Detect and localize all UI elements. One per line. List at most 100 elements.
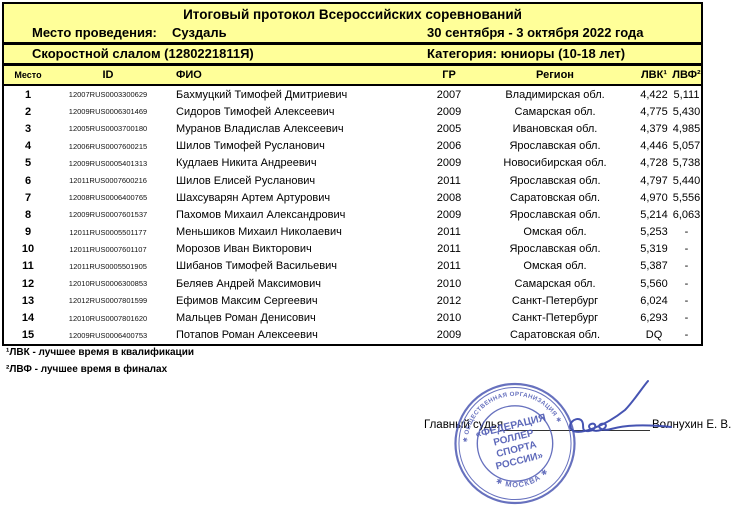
cell-birthyear: 2009 <box>436 105 462 118</box>
cell-id: 12009RUS0005401313 <box>68 158 148 168</box>
cell-region: Санкт-Петербург <box>511 312 599 325</box>
table-header-row: Место ID ФИО ГР Регион ЛВК¹ ЛВФ² <box>4 66 701 86</box>
cell-id: 12010RUS0007801620 <box>68 313 148 323</box>
cell-birthyear: 2011 <box>437 226 461 239</box>
cell-name: Сидоров Тимофей Алексеевич <box>176 105 335 118</box>
cell-name: Шахсуварян Артем Артурович <box>176 191 331 204</box>
results-tbody: 1 12007RUS0003300629 Бахмуцкий Тимофей Д… <box>4 85 701 344</box>
cell-region: Омская обл. <box>523 260 587 273</box>
cell-birthyear: 2012 <box>436 294 462 307</box>
cell-lvf: 4,985 <box>672 122 701 135</box>
cell-lvk: 4,970 <box>640 191 668 204</box>
cell-name: Муранов Владислав Алексеевич <box>176 122 344 135</box>
table-row: 11 12011RUS0005501905 Шибанов Тимофей Ва… <box>4 258 701 275</box>
table-row: 1 12007RUS0003300629 Бахмуцкий Тимофей Д… <box>4 85 701 103</box>
table-row: 7 12008RUS0006400765 Шахсуварян Артем Ар… <box>4 189 701 206</box>
cell-region: Ивановская обл. <box>512 122 598 135</box>
protocol-document: Итоговый протокол Всероссийских соревнов… <box>2 2 703 346</box>
cell-id: 12011RUS0007600216 <box>69 176 147 186</box>
cell-name: Мальцев Роман Денисович <box>176 312 316 325</box>
cell-lvf: - <box>684 329 689 342</box>
cell-name: Шибанов Тимофей Васильевич <box>176 260 337 273</box>
cell-lvk: 4,775 <box>640 105 668 118</box>
table-row: 5 12009RUS0005401313 Кудлаев Никита Андр… <box>4 155 701 172</box>
cell-id: 12011RUS0005501177 <box>69 227 147 237</box>
cell-name: Ефимов Максим Сергеевич <box>176 294 318 307</box>
category-label: Категория: юниоры (10-18 лет) <box>427 46 626 61</box>
cell-place: 1 <box>24 88 32 101</box>
discipline-name: Скоростной слалом (1280221811Я) <box>32 46 254 61</box>
cell-region: Самарская обл. <box>514 277 596 290</box>
footnote-lvk: ¹ЛВК - лучшее время в квалификации <box>6 347 194 358</box>
cell-region: Омская обл. <box>523 226 587 239</box>
cell-lvk: 6,293 <box>640 312 668 325</box>
cell-name: Шилов Елисей Русланович <box>176 174 316 187</box>
cell-lvf: - <box>684 294 689 307</box>
cell-place: 13 <box>21 294 35 307</box>
cell-lvk: 4,797 <box>640 174 668 187</box>
table-row: 3 12005RUS0003700180 Муранов Владислав А… <box>4 120 701 137</box>
cell-birthyear: 2008 <box>436 191 462 204</box>
cell-id: 12010RUS0006300853 <box>68 279 148 289</box>
cell-birthyear: 2010 <box>436 312 462 325</box>
cell-region: Ярославская обл. <box>509 208 601 221</box>
results-table: Место ID ФИО ГР Регион ЛВК¹ ЛВФ² 1 12007… <box>4 66 701 344</box>
cell-name: Шилов Тимофей Русланович <box>176 140 325 153</box>
cell-id: 12006RUS0007600215 <box>68 141 148 151</box>
table-row: 14 12010RUS0007801620 Мальцев Роман Дени… <box>4 309 701 326</box>
cell-place: 7 <box>24 191 32 204</box>
cell-birthyear: 2011 <box>437 243 461 256</box>
cell-id: 12005RUS0003700180 <box>68 124 148 134</box>
table-row: 15 12009RUS0006400753 Потапов Роман Алек… <box>4 327 701 344</box>
table-row: 4 12006RUS0007600215 Шилов Тимофей Русла… <box>4 138 701 155</box>
cell-id: 12011RUS0005501905 <box>69 261 147 271</box>
federation-stamp: ✱ ОБЩЕСТВЕННАЯ ОРГАНИЗАЦИЯ ✱ ✱ МОСКВА ✱ … <box>454 381 576 505</box>
table-row: 13 12012RUS0007801599 Ефимов Максим Серг… <box>4 292 701 309</box>
cell-place: 9 <box>24 226 32 239</box>
cell-id: 12009RUS0006301469 <box>68 107 148 117</box>
cell-id: 12012RUS0007801599 <box>68 296 148 306</box>
document-title: Итоговый протокол Всероссийских соревнов… <box>183 7 522 22</box>
cell-place: 5 <box>24 157 32 170</box>
table-row: 6 12011RUS0007600216 Шилов Елисей Руслан… <box>4 172 701 189</box>
cell-place: 14 <box>21 312 35 325</box>
col-header-lvf: ЛВФ² <box>672 66 701 86</box>
cell-lvf: - <box>684 260 689 273</box>
col-header-name: ФИО <box>164 66 424 86</box>
cell-lvf: 5,111 <box>673 88 700 101</box>
chief-judge-name: Волнухин Е. В. <box>652 419 732 431</box>
cell-name: Морозов Иван Викторович <box>176 243 312 256</box>
cell-region: Саратовская обл. <box>509 329 600 342</box>
cell-name: Беляев Андрей Максимович <box>176 277 322 290</box>
cell-place: 3 <box>24 122 32 135</box>
cell-lvf: 5,057 <box>672 140 701 153</box>
cell-lvk: 4,446 <box>640 140 668 153</box>
cell-region: Ярославская обл. <box>509 174 601 187</box>
cell-id: 12009RUS0006400753 <box>68 330 148 340</box>
cell-name: Пахомов Михаил Александрович <box>176 208 346 221</box>
cell-lvf: 5,556 <box>672 191 701 204</box>
cell-region: Ярославская обл. <box>509 243 601 256</box>
cell-place: 11 <box>22 260 34 273</box>
cell-birthyear: 2009 <box>436 208 462 221</box>
cell-id: 12009RUS0007601537 <box>68 210 148 220</box>
cell-place: 12 <box>21 277 35 290</box>
col-header-lvk: ЛВК¹ <box>636 66 672 86</box>
handwritten-signature <box>569 380 672 433</box>
cell-lvk: 6,024 <box>640 294 668 307</box>
cell-lvk: DQ <box>645 329 663 342</box>
cell-place: 8 <box>24 208 32 221</box>
cell-lvk: 4,728 <box>640 157 668 170</box>
cell-lvf: - <box>684 243 689 256</box>
cell-place: 6 <box>24 174 32 187</box>
table-row: 10 12011RUS0007601107 Морозов Иван Викто… <box>4 241 701 258</box>
cell-lvk: 5,387 <box>640 260 668 273</box>
cell-lvf: - <box>684 277 689 290</box>
col-header-place: Место <box>4 66 52 86</box>
cell-name: Потапов Роман Алексеевич <box>176 329 318 342</box>
cell-id: 12007RUS0003300629 <box>68 90 148 100</box>
cell-birthyear: 2007 <box>436 88 462 101</box>
cell-place: 15 <box>21 329 35 342</box>
cell-lvk: 5,253 <box>640 226 668 239</box>
cell-place: 10 <box>21 243 35 256</box>
